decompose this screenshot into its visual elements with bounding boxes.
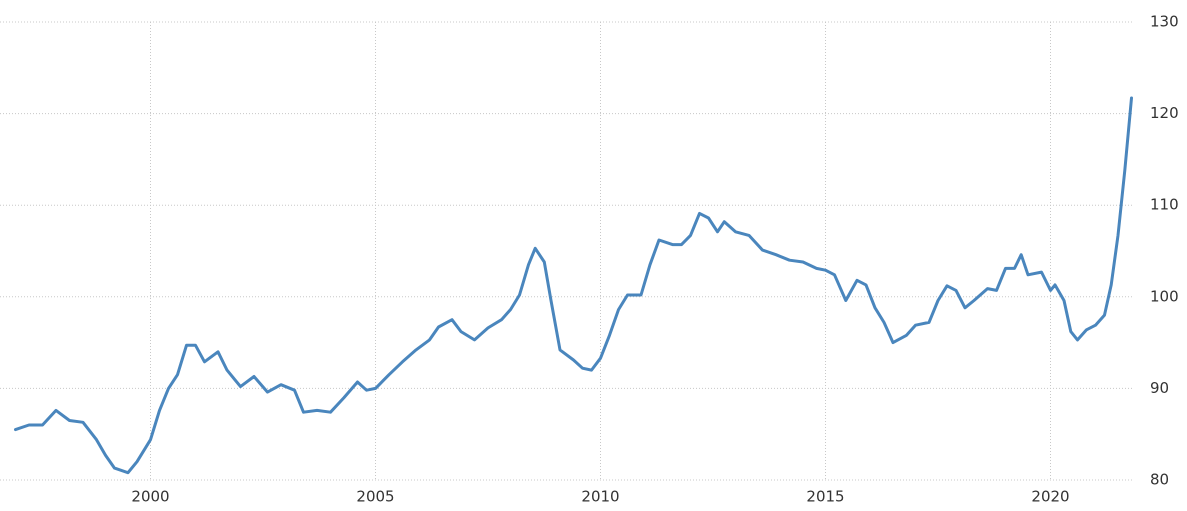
- x-tick-label: 2010: [581, 488, 619, 506]
- y-tick-label: 120: [1150, 104, 1179, 122]
- x-tick-label: 2020: [1031, 488, 1069, 506]
- y-tick-label: 90: [1150, 379, 1169, 397]
- y-tick-label: 130: [1150, 13, 1179, 31]
- x-tick-label: 2015: [806, 488, 844, 506]
- y-tick-label: 100: [1150, 287, 1179, 305]
- x-tick-label: 2000: [131, 488, 169, 506]
- y-tick-label: 80: [1150, 471, 1169, 489]
- line: [14, 96, 1133, 475]
- y-tick-label: 110: [1150, 196, 1179, 214]
- x-tick-label: 2005: [356, 488, 394, 506]
